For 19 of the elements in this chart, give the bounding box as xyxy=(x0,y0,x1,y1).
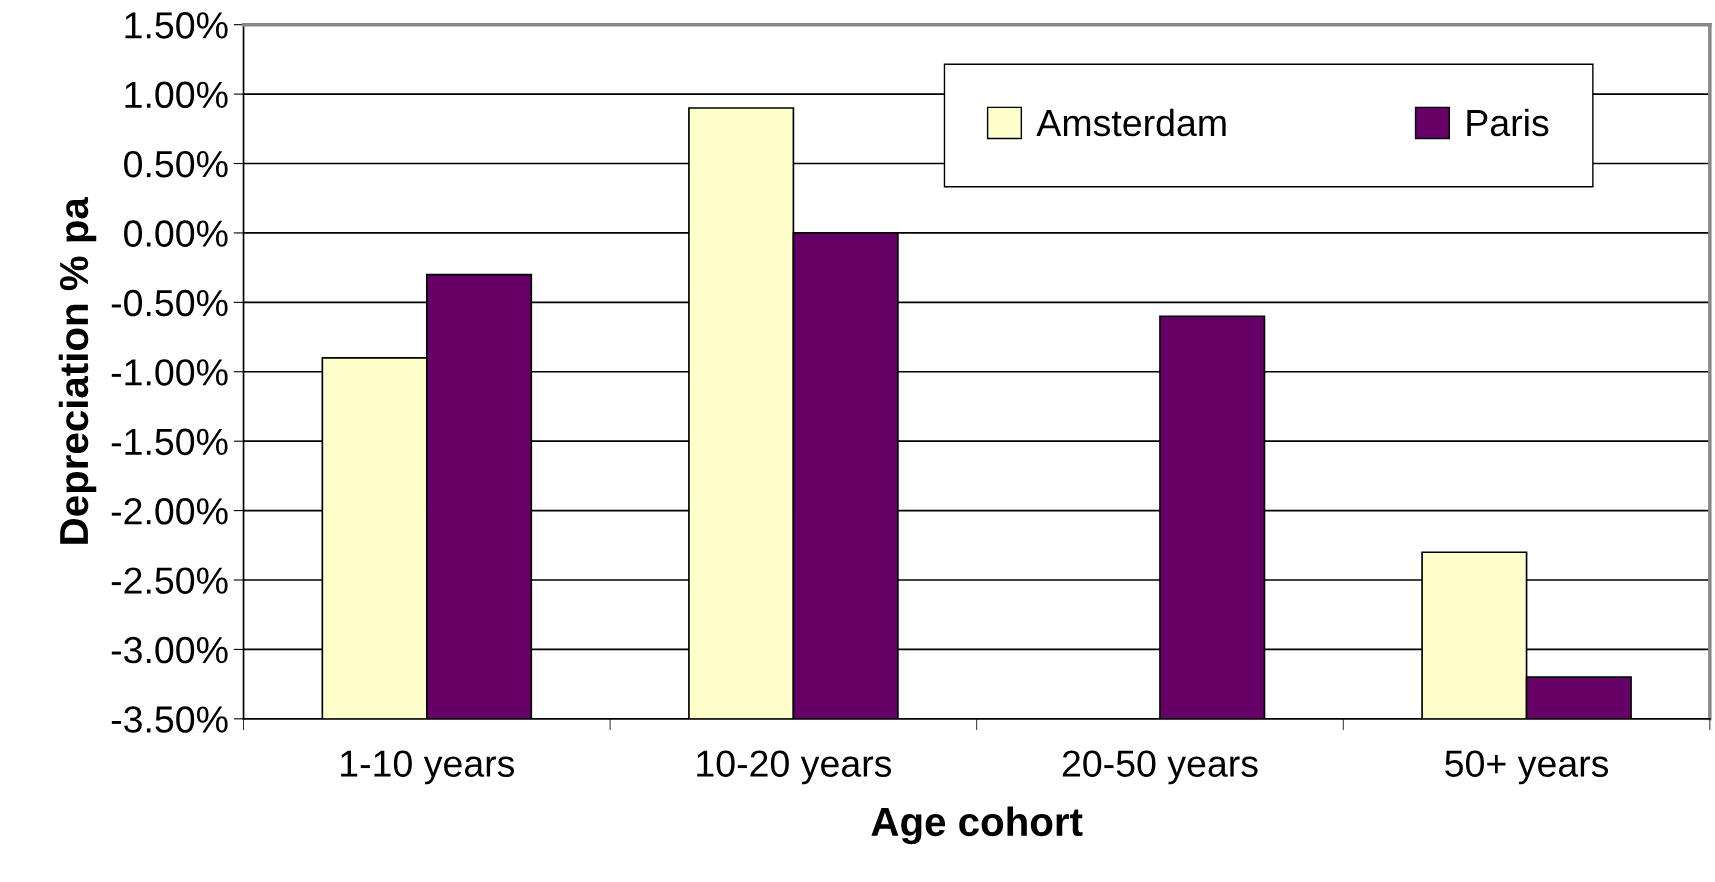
y-tick-label: 0.00% xyxy=(124,220,228,247)
y-tick-label: -3.00% xyxy=(111,636,228,664)
y-tick-label: 0.50% xyxy=(124,150,228,178)
legend-label: Paris xyxy=(1467,108,1549,137)
y-tick-label: 1.00% xyxy=(125,81,228,109)
y-tick-label: 1.50% xyxy=(125,12,228,39)
x-tick-label: 10-20 years xyxy=(697,750,892,785)
y-tick-label: -1.00% xyxy=(111,359,228,386)
y-tick-label: -3.50% xyxy=(111,706,228,733)
y-tick-label: -2.00% xyxy=(111,497,228,525)
legend-label: Amsterdam xyxy=(1036,108,1226,137)
y-tick-label: -2.50% xyxy=(111,567,228,594)
y-tick-label: -0.50% xyxy=(111,289,228,317)
y-axis-title: Depreciation % pa xyxy=(58,196,97,544)
y-tick-label: -1.50% xyxy=(111,428,228,456)
x-axis-title: Age cohort xyxy=(871,806,1083,845)
x-tick-label: 50+ years xyxy=(1445,750,1609,785)
x-tick-label: 1-10 years xyxy=(341,750,515,785)
x-tick-label: 20-50 years xyxy=(1062,750,1258,785)
